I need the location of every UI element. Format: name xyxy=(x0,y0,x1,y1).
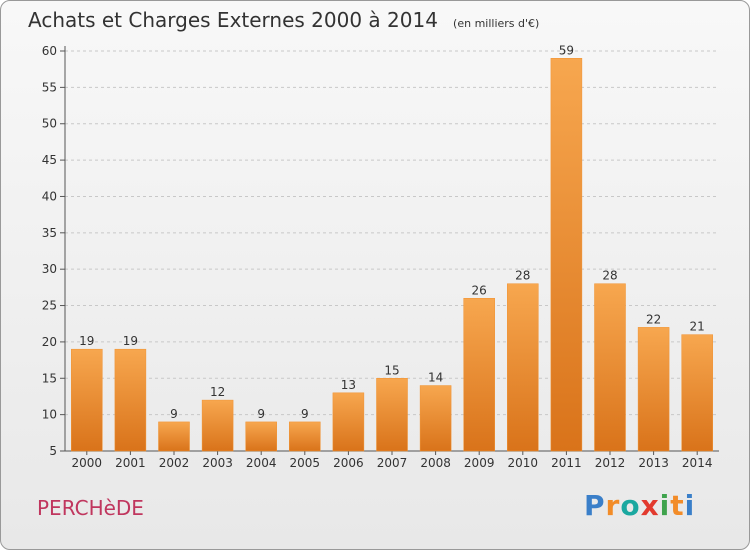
bar-2002 xyxy=(158,421,190,452)
bars xyxy=(71,58,713,452)
bar-2008 xyxy=(419,385,452,452)
data-label-2003: 12 xyxy=(210,385,225,399)
bar-2013 xyxy=(637,327,670,452)
y-tick-label: 55 xyxy=(42,80,57,94)
bar-2006 xyxy=(332,392,365,452)
data-label-2004: 9 xyxy=(257,407,265,421)
y-tick-label: 30 xyxy=(42,262,57,276)
x-tick-label-2006: 2006 xyxy=(333,456,364,470)
logo-letter: i xyxy=(684,489,696,522)
x-tick-label-2014: 2014 xyxy=(682,456,713,470)
logo-letter: i xyxy=(659,489,671,522)
x-tick-label-2012: 2012 xyxy=(595,456,626,470)
x-tick-label-2004: 2004 xyxy=(246,456,277,470)
logo-letter: t xyxy=(670,489,685,522)
data-label-2009: 26 xyxy=(472,283,487,297)
x-tick-label-2007: 2007 xyxy=(377,456,408,470)
x-tick-label-2013: 2013 xyxy=(638,456,669,470)
y-tick-label: 40 xyxy=(42,189,57,203)
y-tick-label: 45 xyxy=(42,153,57,167)
data-label-2010: 28 xyxy=(515,269,530,283)
data-label-2000: 19 xyxy=(79,334,94,348)
title-row: Achats et Charges Externes 2000 à 2014 (… xyxy=(28,8,539,32)
logo-letter: o xyxy=(620,489,641,522)
bar-2000 xyxy=(71,348,103,452)
bar-2003 xyxy=(201,399,234,452)
data-label-2008: 14 xyxy=(428,371,443,385)
chart-unit-label: (en milliers d'€) xyxy=(453,17,540,30)
x-tick-label-2008: 2008 xyxy=(420,456,451,470)
bar-2007 xyxy=(376,378,408,452)
bar-2012 xyxy=(594,283,626,452)
y-tick-label: 5 xyxy=(49,444,57,458)
bar-2009 xyxy=(463,298,495,452)
bar-2014 xyxy=(681,334,713,452)
x-tick-label-2003: 2003 xyxy=(202,456,233,470)
y-tick-label: 60 xyxy=(42,44,57,58)
y-tick-label: 15 xyxy=(42,371,57,385)
x-tick-label-2000: 2000 xyxy=(72,456,103,470)
logo-letter: x xyxy=(640,489,660,522)
logo-letter: r xyxy=(605,489,621,522)
logo-letter: P xyxy=(584,489,606,522)
proxiti-logo[interactable]: Proxiti xyxy=(584,489,695,522)
data-label-2012: 28 xyxy=(602,269,617,283)
x-tick-label-2009: 2009 xyxy=(464,456,495,470)
data-label-2001: 19 xyxy=(123,334,138,348)
data-label-2007: 15 xyxy=(384,363,399,377)
commune-name: PERCHèDE xyxy=(37,496,144,520)
x-tick-label-2010: 2010 xyxy=(508,456,539,470)
data-label-2005: 9 xyxy=(301,407,309,421)
y-tick-label: 35 xyxy=(42,226,57,240)
bar-2005 xyxy=(289,421,321,452)
data-label-2006: 13 xyxy=(341,378,356,392)
x-tick-label-2002: 2002 xyxy=(159,456,190,470)
y-tick-label: 50 xyxy=(42,117,57,131)
data-label-2011: 59 xyxy=(559,43,574,57)
data-label-2002: 9 xyxy=(170,407,178,421)
data-label-2013: 22 xyxy=(646,312,661,326)
x-tick-label-2011: 2011 xyxy=(551,456,582,470)
labels: 5 10 15 20 25 30 35 40 45 50 55 60 19 2000 19 2001 9 2002… xyxy=(42,43,713,470)
bar-2001 xyxy=(114,348,147,452)
y-tick-label: 25 xyxy=(42,299,57,313)
data-label-2014: 21 xyxy=(690,320,705,334)
y-tick-label: 20 xyxy=(42,335,57,349)
x-tick-label-2005: 2005 xyxy=(290,456,321,470)
bar-2011 xyxy=(550,58,583,452)
bar-2004 xyxy=(245,421,277,452)
y-tick-label: 10 xyxy=(42,408,57,422)
chart-title: Achats et Charges Externes 2000 à 2014 xyxy=(28,8,438,32)
bar-2010 xyxy=(507,283,539,452)
x-tick-label-2001: 2001 xyxy=(115,456,146,470)
